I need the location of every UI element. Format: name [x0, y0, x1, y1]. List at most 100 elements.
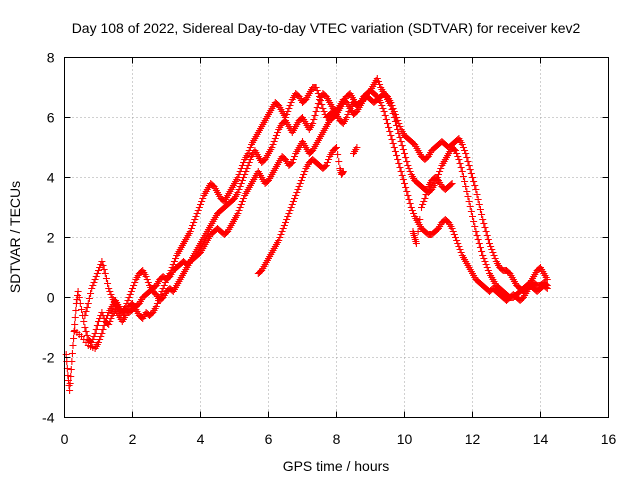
- data-point: [97, 333, 105, 340]
- data-point: [339, 168, 347, 175]
- data-point: [102, 315, 110, 322]
- data-point: [401, 180, 408, 187]
- data-point: [309, 120, 317, 127]
- data-point: [457, 164, 465, 171]
- data-point: [472, 228, 480, 235]
- data-point: [448, 180, 456, 187]
- data-point: [398, 172, 406, 179]
- data-point: [406, 168, 414, 175]
- data-point: [83, 332, 91, 339]
- data-point: [467, 208, 475, 215]
- data-point: [313, 87, 321, 94]
- data-point: [68, 350, 76, 357]
- data-point: [450, 146, 458, 153]
- data-point: [483, 264, 491, 271]
- data-point: [93, 270, 101, 277]
- data-point: [105, 285, 113, 292]
- data-point: [287, 204, 295, 211]
- data-point: [107, 291, 115, 298]
- data-point: [453, 150, 461, 157]
- y-axis-label: SDTVAR / TECUs: [7, 181, 23, 293]
- data-point: [486, 240, 493, 247]
- data-point: [87, 290, 95, 297]
- data-point: [280, 222, 288, 229]
- data-point: [98, 258, 106, 265]
- data-point: [240, 174, 248, 181]
- y-tick-label: 6: [47, 110, 55, 126]
- data-point: [130, 282, 138, 289]
- data-point: [238, 198, 246, 205]
- data-point: [300, 171, 308, 178]
- data-point: [452, 147, 459, 154]
- data-point: [93, 322, 101, 329]
- data-point: [284, 213, 292, 220]
- data-point: [289, 198, 297, 205]
- data-point: [75, 294, 83, 301]
- y-tick-label: -4: [42, 410, 55, 426]
- data-point: [286, 102, 294, 109]
- x-tick-label: 6: [265, 431, 273, 447]
- data-point: [382, 116, 390, 123]
- chart-title: Day 108 of 2022, Sidereal Day-to-day VTE…: [72, 20, 581, 36]
- data-point: [465, 198, 473, 205]
- data-point: [459, 173, 467, 180]
- x-axis-label: GPS time / hours: [283, 458, 390, 474]
- data-point: [471, 223, 479, 230]
- data-point: [487, 243, 495, 250]
- data-point: [343, 114, 351, 121]
- data-point: [391, 148, 399, 155]
- data-point: [170, 258, 178, 265]
- data-point: [472, 186, 480, 193]
- data-point: [404, 162, 412, 169]
- data-point: [66, 387, 74, 394]
- data-point: [469, 213, 476, 220]
- data-point: [96, 336, 104, 343]
- data-point: [321, 163, 329, 170]
- y-tick-label: 0: [47, 290, 55, 306]
- data-point: [105, 321, 113, 328]
- data-point: [278, 228, 286, 235]
- data-point: [189, 222, 197, 229]
- data-point: [457, 249, 465, 256]
- data-point: [98, 330, 106, 337]
- data-point: [421, 195, 429, 202]
- data-point: [399, 146, 407, 153]
- data-point: [313, 104, 321, 111]
- data-point: [312, 108, 320, 115]
- data-point: [481, 224, 489, 231]
- data-point: [246, 156, 254, 163]
- data-point: [448, 225, 456, 232]
- x-tick-label: 2: [129, 431, 137, 447]
- data-point: [276, 234, 284, 241]
- data-point: [243, 165, 251, 172]
- data-point: [241, 171, 249, 178]
- data-point: [542, 284, 550, 291]
- x-tick-label: 14: [533, 431, 549, 447]
- data-point: [374, 78, 382, 85]
- data-point: [462, 183, 470, 190]
- data-point: [100, 322, 108, 329]
- data-point: [159, 285, 167, 292]
- data-point: [480, 255, 488, 262]
- data-point: [98, 309, 106, 316]
- data-point: [479, 216, 487, 223]
- data-point: [104, 312, 112, 319]
- data-point: [288, 159, 296, 166]
- data-point: [398, 142, 406, 149]
- data-point: [244, 162, 252, 169]
- data-point: [484, 236, 492, 243]
- data-point: [381, 112, 389, 119]
- data-point: [92, 273, 100, 280]
- data-point: [384, 120, 391, 127]
- data-point: [199, 195, 207, 202]
- data-point: [482, 261, 490, 268]
- data-point: [331, 145, 339, 152]
- data-point: [82, 328, 90, 335]
- x-tick-label: 4: [197, 431, 205, 447]
- data-point: [470, 178, 478, 185]
- data-point: [294, 186, 302, 193]
- data-point: [402, 154, 410, 161]
- data-point: [191, 216, 199, 223]
- data-point: [397, 138, 405, 145]
- data-point: [320, 108, 328, 115]
